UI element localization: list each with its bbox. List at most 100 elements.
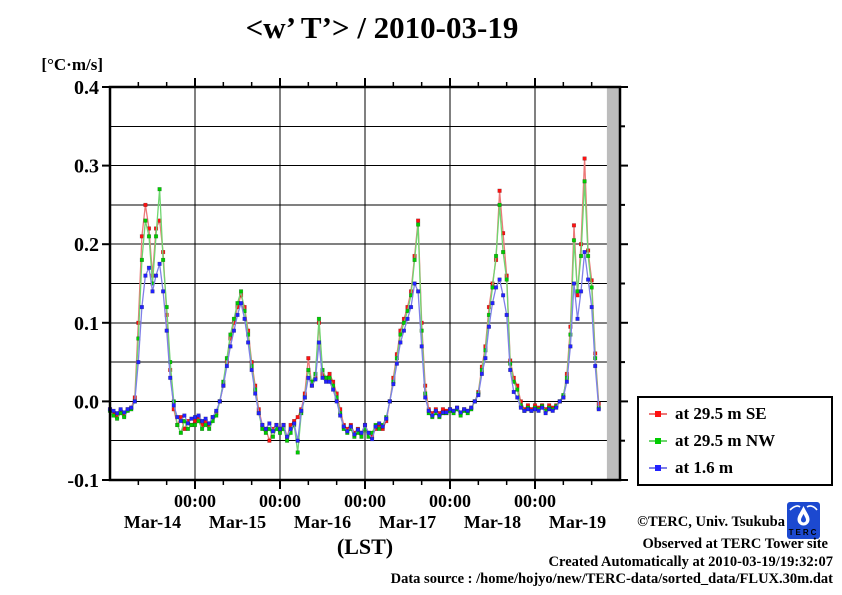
data-point-at-29-5-m-nw bbox=[228, 332, 233, 337]
data-point-at-1-6-m bbox=[426, 408, 431, 413]
data-point-at-29-5-m-nw bbox=[185, 426, 190, 431]
data-point-at-1-6-m bbox=[575, 316, 580, 321]
data-point-at-1-6-m bbox=[476, 393, 481, 398]
data-point-at-1-6-m bbox=[391, 382, 396, 387]
data-point-at-29-5-m-nw bbox=[419, 328, 424, 333]
data-point-at-29-5-m-se bbox=[306, 356, 311, 361]
data-point-at-29-5-m-nw bbox=[497, 202, 502, 207]
data-point-at-29-5-m-nw bbox=[189, 422, 194, 428]
data-point-at-1-6-m bbox=[178, 419, 183, 424]
data-point-at-1-6-m bbox=[292, 421, 297, 426]
data-point-at-1-6-m bbox=[589, 305, 594, 310]
y-axis-tick-label: 0.1 bbox=[74, 313, 99, 335]
y-axis-tick-label: 0.4 bbox=[74, 77, 99, 99]
data-point-at-1-6-m bbox=[185, 421, 190, 426]
data-point-at-1-6-m bbox=[522, 408, 527, 413]
data-point-at-1-6-m bbox=[511, 389, 516, 395]
data-point-at-1-6-m bbox=[118, 407, 123, 412]
legend-item: at 29.5 m NW bbox=[649, 428, 831, 454]
data-point-at-1-6-m bbox=[433, 408, 438, 413]
data-point-at-29-5-m-se bbox=[416, 218, 421, 223]
data-point-at-29-5-m-se bbox=[139, 234, 144, 239]
data-point-at-1-6-m bbox=[405, 316, 410, 321]
data-point-at-1-6-m bbox=[465, 408, 470, 413]
footer-copyright: ©TERC, Univ. Tsukuba bbox=[637, 514, 785, 530]
data-point-at-1-6-m bbox=[387, 399, 392, 404]
legend-marker-square bbox=[655, 410, 661, 417]
data-point-at-1-6-m bbox=[338, 413, 343, 418]
data-point-at-1-6-m bbox=[217, 399, 222, 404]
data-point-at-1-6-m bbox=[331, 387, 336, 392]
data-point-at-29-5-m-nw bbox=[323, 375, 329, 380]
y-axis-tick-label: 0.2 bbox=[74, 234, 99, 256]
data-point-at-1-6-m bbox=[139, 305, 144, 310]
data-point-at-29-5-m-nw bbox=[143, 218, 148, 223]
data-point-at-29-5-m-nw bbox=[161, 257, 166, 262]
legend-item: at 1.6 m bbox=[649, 455, 831, 481]
data-point-at-1-6-m bbox=[125, 407, 130, 412]
data-point-at-29-5-m-se bbox=[192, 419, 198, 424]
data-point-at-1-6-m bbox=[210, 415, 215, 420]
data-point-at-1-6-m bbox=[150, 289, 155, 294]
data-point-at-1-6-m bbox=[557, 399, 562, 404]
legend-marker-icon bbox=[649, 465, 667, 472]
data-point-at-29-5-m-nw bbox=[200, 426, 205, 431]
x-axis-date-label: Mar-18 bbox=[464, 512, 521, 532]
data-point-at-1-6-m bbox=[207, 421, 212, 426]
data-point-at-29-5-m-nw bbox=[578, 253, 584, 259]
data-point-at-1-6-m bbox=[253, 391, 258, 396]
y-axis-unit-label: [°C·m/s] bbox=[41, 55, 103, 74]
data-point-at-29-5-m-nw bbox=[582, 179, 587, 184]
data-point-at-29-5-m-se bbox=[143, 202, 148, 207]
data-point-at-29-5-m-se bbox=[571, 223, 577, 228]
data-point-at-1-6-m bbox=[412, 281, 417, 286]
logo-water-drop-inner bbox=[801, 514, 806, 523]
legend-marker-square bbox=[655, 465, 661, 472]
data-point-at-29-5-m-se bbox=[295, 415, 300, 420]
data-point-at-1-6-m bbox=[246, 340, 251, 345]
data-point-at-1-6-m bbox=[497, 277, 502, 282]
data-point-at-1-6-m bbox=[256, 411, 261, 416]
data-point-at-1-6-m bbox=[277, 426, 283, 431]
data-point-at-1-6-m bbox=[451, 408, 456, 413]
data-point-at-1-6-m bbox=[136, 360, 141, 365]
legend-marker-icon bbox=[649, 410, 667, 417]
data-point-at-1-6-m bbox=[437, 413, 442, 418]
data-point-at-29-5-m-nw bbox=[207, 426, 212, 431]
data-point-at-1-6-m bbox=[274, 422, 279, 428]
x-axis-time-label: 00:00 bbox=[429, 491, 471, 511]
data-point-at-29-5-m-nw bbox=[295, 450, 300, 455]
legend: at 29.5 m SE at 29.5 m NW at 1.6 m bbox=[637, 396, 833, 486]
data-point-at-29-5-m-nw bbox=[316, 316, 322, 321]
data-point-at-1-6-m bbox=[532, 407, 538, 412]
data-point-at-1-6-m bbox=[493, 285, 499, 290]
data-point-at-29-5-m-nw bbox=[493, 253, 499, 259]
data-point-at-1-6-m bbox=[401, 328, 407, 333]
data-point-at-1-6-m bbox=[221, 383, 226, 388]
data-point-at-1-6-m bbox=[458, 410, 463, 415]
data-point-at-1-6-m bbox=[235, 312, 240, 317]
data-point-at-29-5-m-nw bbox=[306, 367, 311, 373]
data-point-at-29-5-m-nw bbox=[157, 187, 162, 192]
data-point-at-1-6-m bbox=[578, 289, 584, 294]
x-axis-date-label: Mar-19 bbox=[549, 512, 606, 532]
data-point-at-1-6-m bbox=[224, 363, 229, 369]
x-axis-date-label: Mar-17 bbox=[379, 512, 436, 532]
data-point-at-1-6-m bbox=[416, 289, 421, 294]
data-point-at-29-5-m-nw bbox=[398, 332, 403, 337]
data-point-at-1-6-m bbox=[529, 408, 534, 413]
data-point-at-29-5-m-nw bbox=[412, 257, 417, 262]
logo-wave-right bbox=[806, 505, 818, 511]
y-axis-tick-label: 0.0 bbox=[74, 391, 99, 413]
data-point-at-1-6-m bbox=[380, 424, 385, 429]
data-point-at-1-6-m bbox=[423, 395, 428, 400]
data-point-at-1-6-m bbox=[302, 395, 307, 400]
data-point-at-29-5-m-nw bbox=[178, 430, 183, 435]
data-point-at-1-6-m bbox=[323, 379, 329, 384]
data-point-at-1-6-m bbox=[384, 416, 389, 421]
x-axis-time-label: 00:00 bbox=[514, 491, 556, 511]
data-point-at-1-6-m bbox=[543, 411, 548, 416]
data-point-at-1-6-m bbox=[564, 379, 569, 384]
data-point-at-1-6-m bbox=[504, 312, 509, 317]
